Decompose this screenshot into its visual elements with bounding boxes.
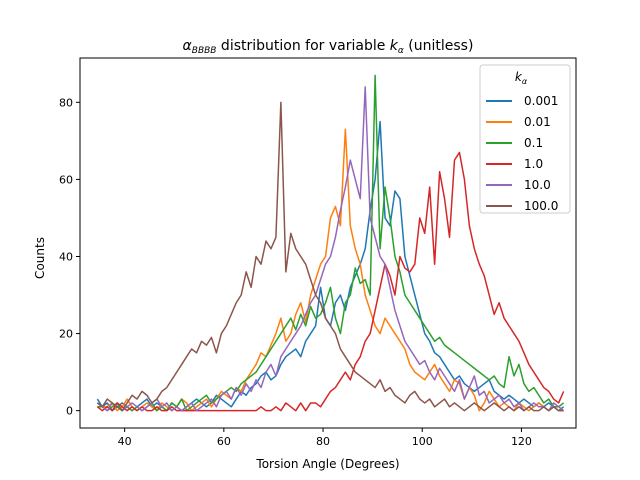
- legend-label-1: 0.01: [524, 115, 551, 129]
- x-tick-label: 60: [217, 435, 231, 448]
- legend-label-4: 10.0: [524, 178, 551, 192]
- plot-area: 40 60 80 100 120 0 20 40 60 80 kα 0.001 0.01 0.1 1.0 10…: [59, 57, 577, 448]
- series-line-4: [96, 86, 565, 412]
- y-tick-label: 60: [59, 173, 73, 186]
- y-tick-label: 20: [59, 328, 73, 341]
- chart-title-suffix: (unitless): [404, 38, 474, 54]
- chart-title-alpha-subscript: BBBB: [192, 46, 217, 56]
- y-tick-label: 80: [59, 96, 73, 109]
- x-tick-label: 120: [511, 435, 532, 448]
- series-line-2: [97, 74, 565, 412]
- chart-title-k-subscript: α: [398, 46, 404, 56]
- legend-label-2: 0.1: [524, 136, 543, 150]
- series-line-3: [96, 151, 565, 412]
- x-tick-label: 40: [118, 435, 132, 448]
- chart-title-middle: distribution for variable: [216, 38, 389, 54]
- legend-label-3: 1.0: [524, 157, 543, 171]
- legend-label-5: 100.0: [524, 199, 558, 213]
- y-tick-label: 40: [59, 250, 73, 263]
- legend-label-0: 0.001: [524, 94, 558, 108]
- chart-title: αBBBB distribution for variable kα (unit…: [183, 38, 474, 56]
- x-tick-label: 80: [316, 435, 330, 448]
- legend: kα 0.001 0.01 0.1 1.0 10.0 100.0: [479, 64, 571, 214]
- series-line-5: [96, 101, 564, 412]
- chart-title-k: k: [390, 38, 399, 54]
- x-axis-label: Torsion Angle (Degrees): [255, 457, 399, 471]
- legend-title: kα: [515, 70, 528, 86]
- y-tick-label: 0: [66, 405, 73, 418]
- x-tick-label: 100: [412, 435, 433, 448]
- chart-title-alpha: α: [183, 38, 193, 54]
- y-axis-label: Counts: [33, 237, 47, 279]
- axes-frame: [79, 57, 577, 429]
